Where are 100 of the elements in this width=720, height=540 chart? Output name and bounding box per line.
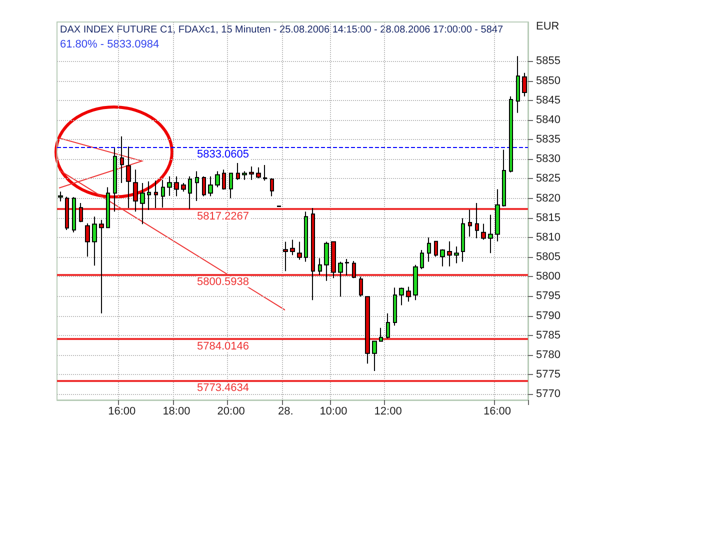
y-tick-label: 5790 (536, 310, 560, 322)
y-tick-label: 5855 (536, 55, 560, 68)
candlestick (427, 236, 431, 262)
y-tick-label: 5830 (536, 153, 560, 166)
ref-line-label: 5800.5938 (197, 276, 249, 288)
candlestick (290, 239, 295, 256)
candlestick (468, 209, 472, 238)
y-tick-label: 5800 (536, 270, 560, 283)
ref-line-label: 5817.2267 (197, 210, 249, 223)
x-tick-label: 20:00 (217, 406, 245, 418)
candlestick (249, 166, 254, 180)
candlestick (236, 162, 240, 180)
candlestick (475, 202, 479, 239)
candlestick (420, 249, 424, 270)
y-tick-label: 5780 (536, 348, 560, 361)
ref-line-label: 5833.0605 (197, 148, 249, 161)
candlestick (297, 241, 302, 260)
x-tick-label: 10:00 (320, 406, 348, 418)
y-tick-label: 5770 (536, 388, 560, 400)
candlestick (147, 180, 151, 211)
candlestick (352, 260, 356, 279)
candlestick (406, 286, 411, 302)
candlestick (509, 96, 513, 173)
y-tick-label: 5775 (536, 368, 560, 381)
y-tick-label: 5835 (536, 134, 560, 146)
x-tick-label: 16:00 (484, 406, 512, 418)
candlestick (120, 136, 124, 184)
candlestick (311, 208, 315, 301)
y-tick-label: 5785 (536, 329, 560, 342)
y-tick-label: 5815 (536, 212, 560, 224)
annotation: 61.80% - 5833.0984 (60, 38, 160, 50)
candlestick (229, 172, 233, 199)
candlestick (359, 276, 363, 298)
x-tick-label: 16:00 (108, 406, 136, 418)
chart-title: DAX INDEX FUTURE C1, FDAXc1, 15 Minuten - 25.08.2006 14:15:00 - 28.08.2006 17:00:00 - 5847 (60, 24, 504, 36)
candlestick (522, 72, 527, 97)
candlestick (133, 169, 138, 212)
candlestick (263, 164, 267, 182)
candlestick (126, 146, 131, 209)
candlestick (440, 248, 445, 267)
candlestick (516, 56, 520, 114)
x-tick-label: 18:00 (162, 406, 190, 418)
x-tick-label: 28. (278, 406, 294, 418)
candlestick (502, 149, 506, 207)
ref-line-label: 5773.4634 (197, 382, 249, 394)
candlestick (215, 170, 220, 188)
candlestick (447, 240, 452, 267)
candlestick (324, 241, 329, 282)
candlestick (256, 166, 261, 179)
candlestick (393, 287, 397, 326)
candlestick (461, 218, 465, 262)
y-axis-title: EUR (536, 20, 560, 32)
x-tick-label: 12:00 (374, 406, 402, 418)
candlestick (495, 188, 500, 242)
y-tick-label: 5850 (536, 74, 560, 87)
candlestick (154, 180, 158, 209)
candlestick (161, 179, 165, 208)
candlestick (188, 176, 192, 210)
candlestick (365, 296, 370, 364)
candlestick (222, 169, 226, 190)
candlestick (202, 176, 206, 197)
y-tick-label: 5825 (536, 172, 560, 185)
y-tick-label: 5810 (536, 231, 560, 244)
candlestick (270, 178, 274, 197)
y-tick-label: 5795 (536, 290, 560, 302)
candlestick (106, 186, 110, 229)
candlestick (242, 170, 247, 180)
candlestick (283, 241, 288, 272)
candlestick (79, 202, 83, 223)
ref-line-label: 5784.0146 (197, 340, 249, 353)
candlestick (99, 219, 104, 314)
candlestick (72, 196, 76, 233)
candlestick (92, 216, 97, 266)
candlestick (167, 176, 172, 196)
candlestick (208, 176, 213, 197)
candlestick (454, 246, 459, 264)
candlestick (372, 340, 377, 372)
candlestick (481, 223, 486, 240)
candlestick (113, 148, 117, 212)
candlestick (379, 327, 383, 342)
candlestick (338, 261, 343, 298)
candlestick (413, 264, 418, 301)
y-tick-label: 5820 (536, 192, 560, 204)
candlestick (195, 170, 199, 202)
y-tick-label: 5840 (536, 114, 560, 126)
candlestick (488, 214, 493, 254)
candlestick (331, 241, 336, 279)
candlestick (85, 222, 90, 258)
candlestick (174, 176, 179, 197)
candlestick (304, 211, 308, 262)
candlestick (434, 240, 438, 258)
candlestick (386, 312, 390, 339)
candlestick (140, 182, 145, 225)
y-tick-label: 5805 (536, 251, 560, 264)
candlestick (58, 191, 63, 202)
y-tick-label: 5845 (536, 94, 560, 106)
candlestick (181, 182, 186, 192)
candlestick (318, 258, 322, 276)
candlestick (399, 287, 404, 306)
candlestick (65, 196, 69, 230)
